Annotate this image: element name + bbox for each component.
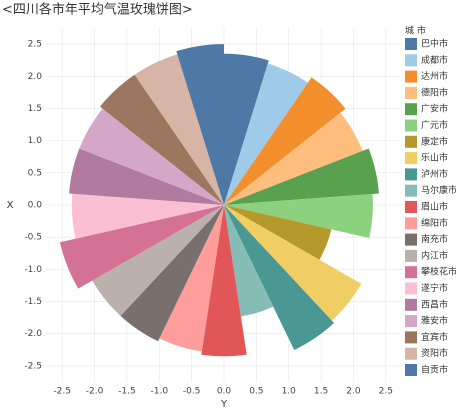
chart-title: <四川各市年平均气温玫瑰饼图>	[2, 2, 193, 18]
legend-swatch	[405, 119, 417, 132]
legend-label: 眉山市	[421, 201, 448, 213]
legend-swatch	[405, 347, 417, 360]
legend-swatch	[405, 168, 417, 181]
x-tick-label: 2.0	[346, 387, 361, 397]
legend-swatch	[405, 38, 417, 50]
legend-label: 广安市	[421, 103, 448, 115]
legend-swatch	[405, 135, 417, 148]
legend-label: 内江市	[421, 249, 448, 261]
legend-label: 资阳市	[421, 347, 448, 359]
legend-label: 宜宾市	[421, 331, 448, 343]
x-tick-label: 1.5	[314, 387, 328, 397]
legend-swatch	[405, 364, 417, 376]
legend-swatch	[405, 152, 417, 165]
y-axis-title: X	[7, 200, 14, 211]
legend-label: 成都市	[421, 54, 448, 66]
x-tick-label: 0.0	[217, 387, 232, 397]
rose-wedge	[224, 205, 274, 317]
rose-wedge	[224, 148, 379, 205]
legend-swatch	[405, 217, 417, 230]
rose-wedge	[224, 193, 373, 238]
y-tick-label: 0.5	[28, 168, 42, 178]
rose-wedge	[79, 108, 224, 205]
legend-label: 绵阳市	[421, 217, 448, 229]
rose-wedge	[134, 54, 224, 206]
rose-wedge	[201, 205, 247, 357]
x-tick-label: 0.5	[249, 387, 263, 397]
legend-label: 自贡市	[421, 364, 448, 376]
legend-label: 广元市	[421, 119, 448, 131]
y-tick-label: 2.5	[28, 40, 42, 50]
rose-wedge	[224, 77, 346, 205]
legend-label: 康定市	[421, 135, 448, 147]
rose-wedge	[100, 74, 224, 206]
legend-label: 遂宁市	[421, 282, 448, 294]
legend-label: 巴中市	[421, 38, 448, 50]
y-tick-label: -2.5	[24, 361, 42, 371]
x-tick-label: -2.5	[53, 387, 71, 397]
legend-label: 乐山市	[421, 152, 448, 164]
y-tick-label: -0.5	[24, 233, 42, 243]
rose-wedge	[224, 205, 332, 260]
rose-wedge	[120, 205, 224, 342]
legend-swatch	[405, 86, 417, 99]
legend-swatch	[405, 315, 417, 328]
legend-swatch	[405, 249, 417, 262]
legend-label: 马尔康市	[421, 184, 456, 196]
x-tick-label: -1.0	[150, 387, 168, 397]
rose-wedge	[71, 193, 224, 239]
legend-label: 达州市	[421, 70, 448, 82]
legend-swatch	[405, 233, 417, 246]
legend-swatch	[405, 103, 417, 116]
rose-wedge	[92, 205, 225, 316]
legend-label: 泸州市	[421, 168, 448, 180]
rose-wedge	[59, 205, 225, 289]
x-tick-label: 2.5	[379, 387, 393, 397]
legend-label: 德阳市	[421, 86, 448, 98]
y-tick-label: 1.5	[28, 104, 42, 114]
x-tick-label: 1.0	[282, 387, 297, 397]
x-tick-label: -2.0	[86, 387, 104, 397]
x-tick-label: -0.5	[183, 387, 201, 397]
legend-label: 南充市	[421, 233, 448, 245]
y-tick-label: 0.0	[28, 201, 43, 211]
rose-wedge	[159, 205, 224, 352]
legend-title: 城 市	[405, 25, 426, 37]
y-tick-label: 1.0	[28, 136, 43, 146]
legend-swatch	[405, 54, 417, 67]
legend-label: 西昌市	[421, 298, 448, 310]
legend-swatch	[405, 298, 417, 311]
legend-swatch	[405, 70, 417, 83]
rose-wedge	[224, 205, 335, 350]
legend-swatch	[405, 331, 417, 344]
y-tick-label: 2.0	[28, 72, 43, 82]
rose-wedge	[224, 205, 362, 321]
y-tick-label: -1.0	[24, 265, 42, 275]
x-axis-title: Y	[220, 399, 228, 410]
rose-wedge	[224, 53, 269, 205]
legend-label: 攀枝花市	[421, 266, 456, 278]
rose-wedge	[176, 44, 224, 206]
rose-wedge	[224, 112, 363, 205]
y-tick-label: -1.5	[24, 297, 42, 307]
legend-swatch	[405, 201, 417, 213]
legend-swatch	[405, 282, 417, 295]
legend-swatch	[405, 184, 417, 197]
legend-label: 雅安市	[421, 315, 448, 327]
rose-wedge	[69, 148, 224, 205]
y-tick-label: -2.0	[24, 329, 42, 339]
legend-swatch	[405, 266, 417, 279]
x-tick-label: -1.5	[118, 387, 136, 397]
rose-wedge	[224, 63, 308, 205]
